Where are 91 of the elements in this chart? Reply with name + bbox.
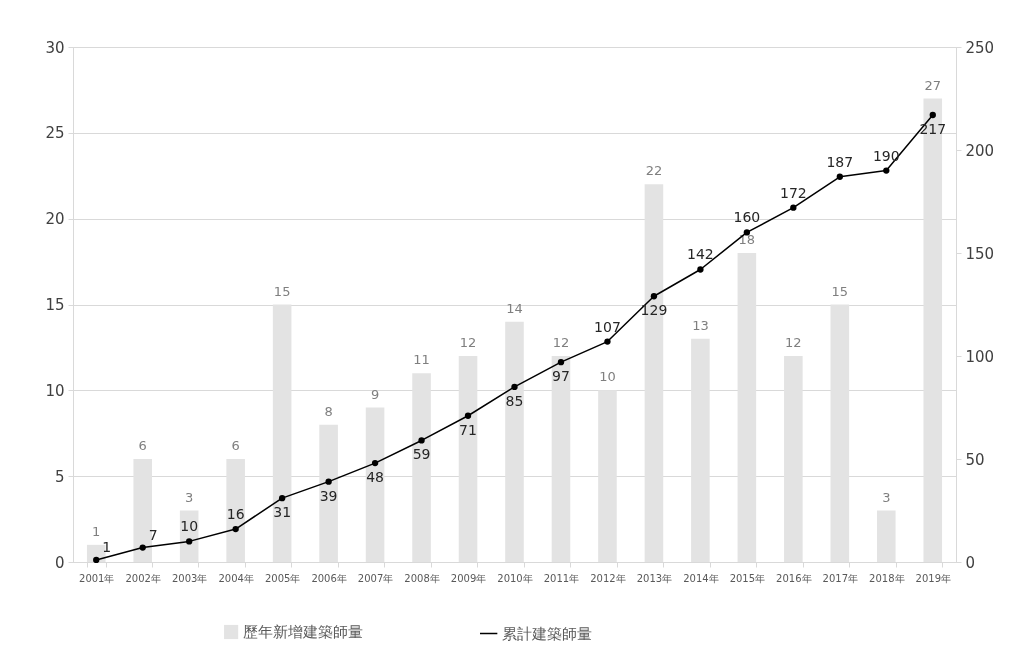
data-label: 3 <box>185 489 194 505</box>
data-label: 129 <box>640 302 668 319</box>
point <box>557 359 565 366</box>
data-label: 15 <box>831 283 849 299</box>
data-label: 85 <box>505 392 524 409</box>
y2-tick-label: 150 <box>965 244 995 263</box>
data-label: 48 <box>366 469 384 486</box>
data-label: 7 <box>148 526 158 543</box>
x-tick-label: 2015年 <box>729 572 766 584</box>
y-tick-label: 25 <box>45 124 65 143</box>
data-label: 172 <box>779 184 807 201</box>
data-label: 6 <box>138 438 147 453</box>
data-label: 12 <box>552 335 570 350</box>
point <box>697 266 704 273</box>
data-label: 8 <box>324 403 333 419</box>
data-label: 10 <box>180 518 199 535</box>
x-tick-label: 2014年 <box>683 572 719 584</box>
data-label: 10 <box>599 369 616 385</box>
x-tick-label: 2018年 <box>869 572 905 584</box>
data-label: 31 <box>273 504 292 521</box>
y2-tick-label: 200 <box>965 141 995 160</box>
data-label: 9 <box>370 386 380 402</box>
legend-label: 累計建築師量 <box>502 624 593 643</box>
x-tick-label: 2007年 <box>357 572 394 584</box>
x-tick-label: 2003年 <box>171 572 208 584</box>
point <box>929 111 936 119</box>
bar <box>876 510 896 562</box>
data-label: 22 <box>645 163 663 179</box>
point <box>511 383 518 391</box>
x-tick-label: 2019年 <box>915 572 951 584</box>
data-label: 1 <box>102 538 112 555</box>
x-tick-label: 2001年 <box>79 572 115 584</box>
point <box>93 556 100 564</box>
data-label: 27 <box>924 77 942 93</box>
data-label: 39 <box>319 487 338 504</box>
x-tick-label: 2008年 <box>404 572 440 584</box>
x-tick-label: 2012年 <box>590 572 626 584</box>
point <box>418 437 425 444</box>
data-label: 16 <box>226 506 245 523</box>
point <box>790 204 797 211</box>
x-tick-label: 2009年 <box>450 572 487 584</box>
point <box>883 167 890 174</box>
x-tick-label: 2006年 <box>311 572 347 584</box>
x-tick-label: 2013年 <box>636 572 673 584</box>
data-label: 187 <box>826 153 854 170</box>
data-label: 14 <box>506 300 523 316</box>
y2-tick-label: 0 <box>965 553 976 572</box>
x-tick-label: 2017年 <box>822 572 859 584</box>
data-label: 12 <box>785 335 802 350</box>
data-label: 13 <box>692 317 709 333</box>
x-tick-label: 2002年 <box>125 572 161 584</box>
x-tick-label: 2010年 <box>497 572 533 584</box>
y-tick-label: 20 <box>45 210 65 229</box>
y-tick-label: 10 <box>45 381 65 400</box>
point <box>139 544 146 551</box>
data-label: 18 <box>738 232 756 247</box>
x-tick-label: 2011年 <box>543 572 580 584</box>
y2-tick-label: 100 <box>965 347 995 366</box>
point <box>325 478 332 485</box>
point <box>650 293 658 300</box>
data-label: 3 <box>882 489 891 505</box>
data-label: 142 <box>687 246 714 263</box>
point <box>604 338 611 345</box>
point <box>232 525 239 533</box>
y-tick-label: 30 <box>45 38 65 57</box>
y2-tick-label: 250 <box>965 38 995 57</box>
data-label: 71 <box>459 421 477 438</box>
data-label: 1 <box>92 523 101 539</box>
data-label: 160 <box>733 209 761 226</box>
data-label: 97 <box>552 368 570 385</box>
point <box>186 538 193 545</box>
x-tick-label: 2016年 <box>776 572 812 584</box>
y-tick-label: 5 <box>54 467 65 486</box>
data-label: 15 <box>273 283 291 299</box>
legend-label: 歷年新增建築師量 <box>243 623 364 641</box>
data-label: 12 <box>459 335 477 350</box>
point <box>278 494 286 502</box>
data-label: 6 <box>231 438 240 453</box>
y-tick-label: 15 <box>45 296 65 314</box>
x-tick-label: 2005年 <box>264 572 301 584</box>
data-label: 59 <box>412 446 431 463</box>
x-tick-label: 2004年 <box>218 572 254 584</box>
point <box>371 459 379 467</box>
point <box>464 412 472 419</box>
point <box>836 173 843 180</box>
data-label: 11 <box>413 352 430 368</box>
data-label: 217 <box>919 120 947 137</box>
data-label: 190 <box>872 147 900 164</box>
y2-tick-label: 50 <box>965 450 985 469</box>
data-label: 107 <box>594 318 621 335</box>
y-tick-label: 0 <box>54 553 65 572</box>
